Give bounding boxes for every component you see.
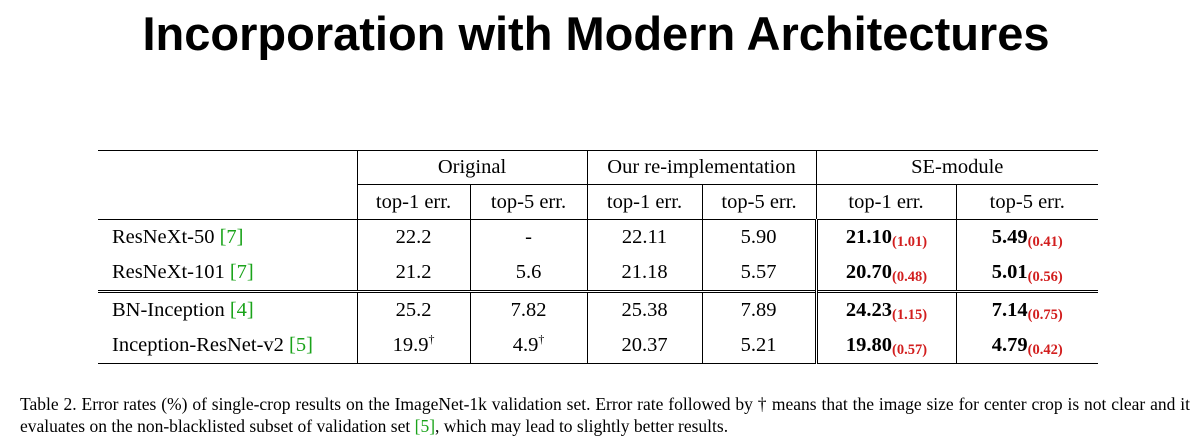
original-top5-cell: - (469, 219, 587, 255)
metric-header-row: top-1 err. top-5 err. top-1 err. top-5 e… (98, 184, 1098, 220)
se-top5-cell: 5.49(0.41) (955, 219, 1098, 255)
table-row: ResNeXt-101 [7] 21.2 5.6 21.18 5.57 20.7… (98, 255, 1098, 292)
se-top1-value: 24.23 (845, 299, 893, 322)
se-top5-value: 5.01 (991, 261, 1028, 284)
results-table: Original Our re-implementation SE-module… (98, 150, 1098, 364)
model-name: ResNeXt-101 (112, 261, 230, 284)
model-name-cell: ResNeXt-50 [7] (98, 220, 357, 256)
se-top5-cell: 5.01(0.56) (955, 255, 1098, 292)
metric-header-se-top1: top-1 err. (815, 184, 956, 220)
reimpl-top1-cell: 22.11 (586, 219, 702, 255)
reimpl-top5-cell: 5.90 (701, 219, 816, 255)
original-top5-value: 4.9 (512, 334, 539, 357)
metric-header-original-top1: top-1 err. (356, 184, 470, 220)
reimpl-top1-cell: 25.38 (586, 291, 702, 328)
caption-text-end: , which may lead to slightly better resu… (435, 416, 729, 436)
se-top1-value: 20.70 (845, 261, 893, 284)
se-top5-delta: (0.42) (1027, 342, 1063, 359)
model-name-cell: Inception-ResNet-v2 [5] (98, 328, 357, 364)
se-top1-cell: 21.10(1.01) (814, 219, 956, 255)
se-top5-cell: 4.79(0.42) (955, 328, 1098, 364)
se-top1-delta: (1.15) (892, 307, 928, 324)
reimpl-top1-cell: 21.18 (586, 255, 702, 292)
metric-header-reimpl-top5: top-5 err. (701, 184, 816, 220)
group-header-original: Original (356, 150, 587, 185)
se-top1-delta: (0.48) (892, 269, 928, 286)
se-top1-delta: (0.57) (892, 342, 928, 359)
citation-link[interactable]: [4] (229, 299, 254, 322)
se-top1-cell: 20.70(0.48) (814, 255, 956, 292)
group-header-row: Original Our re-implementation SE-module (98, 150, 1098, 185)
caption-citation-link[interactable]: [5] (414, 416, 436, 436)
model-name: BN-Inception (112, 299, 230, 322)
model-name: Inception-ResNet-v2 (112, 334, 290, 357)
se-top1-cell: 24.23(1.15) (814, 291, 956, 328)
table-caption: Table 2. Error rates (%) of single-crop … (20, 393, 1190, 437)
se-top5-delta: (0.56) (1027, 269, 1063, 286)
se-top1-cell: 19.80(0.57) (814, 328, 956, 364)
original-top5-cell: 5.6 (469, 255, 587, 292)
metric-header-original-top5: top-5 err. (469, 184, 587, 220)
dagger-mark: † (428, 332, 435, 347)
metric-blank-cell (98, 184, 357, 220)
table-row: ResNeXt-50 [7] 22.2 - 22.11 5.90 21.10(1… (98, 219, 1098, 256)
se-top1-delta: (1.01) (892, 234, 928, 251)
citation-link[interactable]: [7] (229, 261, 254, 284)
model-name: ResNeXt-50 (112, 226, 220, 249)
citation-link[interactable]: [7] (219, 226, 244, 249)
se-top5-cell: 7.14(0.75) (955, 291, 1098, 328)
group-header-reimplementation: Our re-implementation (586, 150, 816, 185)
se-top5-value: 7.14 (991, 299, 1028, 322)
original-top5-cell: 4.9† (469, 328, 587, 364)
table-row: Inception-ResNet-v2 [5] 19.9† 4.9† 20.37… (98, 328, 1098, 364)
se-top5-delta: (0.41) (1027, 234, 1063, 251)
original-top1-cell: 22.2 (356, 219, 470, 255)
se-top1-value: 21.10 (845, 226, 893, 249)
reimpl-top5-cell: 7.89 (701, 291, 816, 328)
se-top5-value: 4.79 (991, 334, 1028, 357)
citation-link[interactable]: [5] (289, 334, 313, 357)
se-top5-value: 5.49 (991, 226, 1028, 249)
model-name-cell: ResNeXt-101 [7] (98, 255, 357, 292)
original-top1-cell: 25.2 (356, 291, 470, 328)
metric-header-se-top5: top-5 err. (955, 184, 1098, 220)
model-name-cell: BN-Inception [4] (98, 292, 357, 329)
original-top5-cell: 7.82 (469, 291, 587, 328)
header-blank-cell (98, 151, 357, 185)
reimpl-top1-cell: 20.37 (586, 328, 702, 364)
original-top1-value: 19.9 (392, 334, 429, 357)
original-top1-cell: 19.9† (356, 328, 470, 364)
group-header-se-module: SE-module (815, 150, 1098, 185)
table-row: BN-Inception [4] 25.2 7.82 25.38 7.89 24… (98, 291, 1098, 329)
original-top1-cell: 21.2 (356, 255, 470, 292)
dagger-mark: † (538, 332, 545, 347)
caption-text: Table 2. Error rates (%) of single-crop … (20, 394, 1190, 436)
reimpl-top5-cell: 5.21 (701, 328, 816, 364)
metric-header-reimpl-top1: top-1 err. (586, 184, 702, 220)
slide-title: Incorporation with Modern Architectures (142, 7, 1050, 60)
se-top5-delta: (0.75) (1027, 307, 1063, 324)
reimpl-top5-cell: 5.57 (701, 255, 816, 292)
se-top1-value: 19.80 (845, 334, 893, 357)
